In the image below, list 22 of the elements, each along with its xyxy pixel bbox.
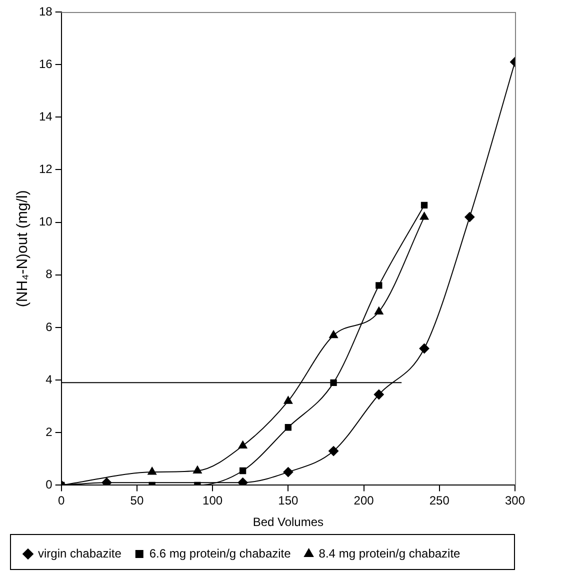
x-tick-label: 200 bbox=[354, 494, 374, 508]
x-tick-label: 100 bbox=[202, 494, 223, 508]
legend-label: 8.4 mg protein/g chabazite bbox=[318, 546, 461, 560]
x-tick-label: 250 bbox=[429, 494, 450, 508]
legend-label: virgin chabazite bbox=[38, 546, 122, 560]
y-tick-label: 0 bbox=[46, 478, 53, 492]
x-tick-label: 0 bbox=[58, 494, 66, 508]
y-tick-label: 12 bbox=[38, 162, 53, 176]
y-tick-label: 10 bbox=[38, 214, 53, 229]
x-tick-label: 50 bbox=[130, 494, 144, 508]
y-tick-label: 2 bbox=[46, 424, 53, 439]
x-tick-label: 150 bbox=[278, 494, 299, 508]
x-tick-label: 300 bbox=[504, 494, 526, 508]
y-tick-label: 4 bbox=[46, 372, 53, 386]
y-tick-label: 16 bbox=[38, 56, 53, 71]
x-axis-title: Bed Volumes bbox=[252, 515, 324, 530]
y-tick-label: 14 bbox=[38, 109, 53, 124]
y-tick-label: 6 bbox=[46, 320, 53, 334]
y-tick-label: 18 bbox=[38, 4, 53, 18]
y-axis-title: (NH₄-N)out (mg/l) bbox=[14, 190, 32, 308]
y-tick-label: 8 bbox=[46, 267, 53, 282]
legend-label: 6.6 mg protein/g chabazite bbox=[149, 546, 292, 560]
